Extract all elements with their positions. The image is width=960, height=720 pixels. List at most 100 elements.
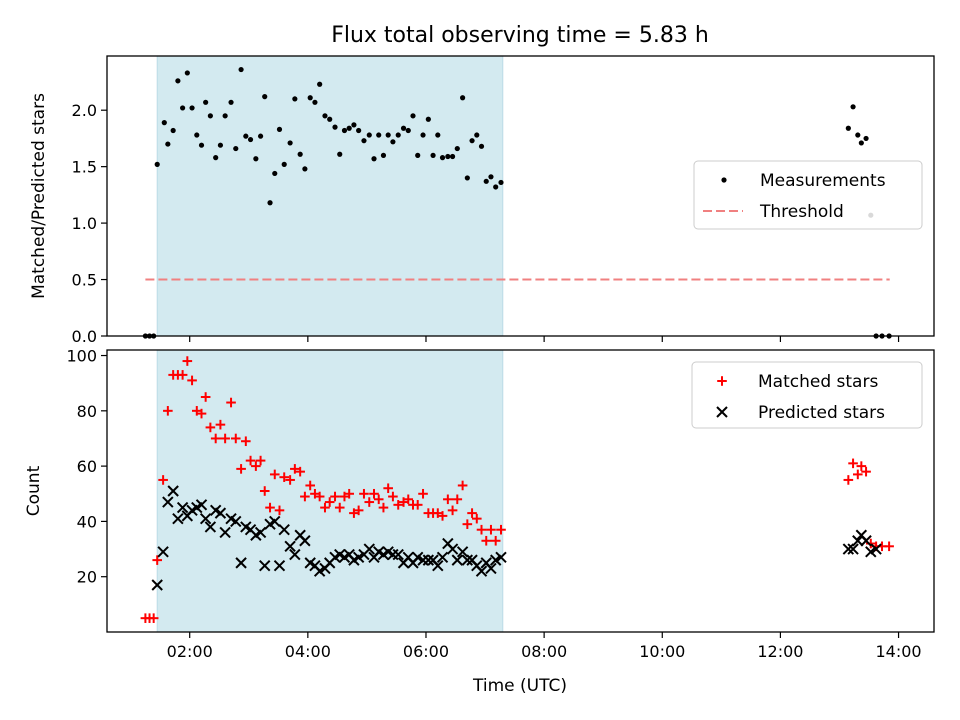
data-point: [476, 524, 487, 535]
x-stroke-b: [343, 548, 355, 561]
data-point: [449, 153, 456, 160]
x-stroke-b: [480, 557, 492, 569]
x-stroke-b: [254, 526, 267, 539]
data-point: [493, 184, 499, 190]
y-tick-label: 1.5: [72, 158, 97, 177]
data-point: [332, 124, 338, 130]
x-stroke-b: [852, 535, 864, 547]
data-point: [203, 99, 209, 105]
data-point: [151, 579, 163, 591]
data-point: [393, 500, 404, 510]
x-stroke-b: [309, 559, 321, 572]
data-point: [400, 125, 407, 131]
data-point: [187, 375, 197, 386]
x-stroke-b: [151, 579, 163, 591]
data-point: [278, 523, 290, 536]
x-stroke-b: [860, 535, 872, 547]
data-point: [204, 521, 217, 533]
data-point: [300, 491, 310, 502]
data-point: [359, 488, 369, 499]
data-point: [884, 541, 894, 552]
data-point: [324, 497, 335, 507]
x-stroke-b: [870, 543, 882, 555]
data-point: [860, 535, 872, 547]
data-point: [302, 166, 308, 172]
data-point: [281, 161, 287, 167]
data-point: [222, 113, 228, 119]
x-stroke-b: [304, 557, 316, 569]
data-point: [170, 127, 176, 134]
data-point: [364, 497, 375, 507]
legend-label: Matched stars: [758, 372, 878, 392]
data-point: [238, 66, 244, 73]
observing-window-span: [156, 349, 504, 633]
x-stroke-b: [471, 559, 483, 572]
x-stroke-b: [235, 557, 247, 569]
chart-title: Flux total observing time = 5.83 h: [331, 23, 709, 48]
x-stroke-b: [289, 548, 301, 561]
y-tick-label: 60: [77, 457, 97, 476]
x-tick-label: 04:00: [285, 642, 331, 661]
data-point: [344, 488, 354, 499]
data-point: [245, 455, 256, 466]
data-point: [198, 142, 205, 148]
x-stroke-b: [495, 551, 507, 564]
data-point: [176, 501, 189, 514]
data-point: [341, 127, 348, 134]
data-point: [307, 95, 313, 101]
x-stroke-b: [230, 515, 242, 528]
bottom-panel-counts: 20 40 60 80 100 02:00 04:00 06:00 08:00 10:00 12:0…: [24, 347, 935, 661]
x-stroke-b: [865, 546, 877, 558]
data-point: [274, 505, 285, 516]
data-point: [471, 513, 482, 524]
series-matched-stars: [140, 356, 894, 623]
data-point: [317, 81, 323, 87]
data-point: [205, 422, 216, 433]
data-point: [228, 99, 234, 105]
data-point: [265, 502, 275, 513]
x-stroke-b: [716, 406, 728, 418]
data-point: [285, 475, 295, 485]
data-point: [273, 559, 286, 572]
x-tick-label: 06:00: [403, 642, 449, 661]
data-point: [157, 546, 169, 558]
data-point: [432, 559, 444, 572]
data-point: [430, 152, 436, 158]
data-point: [154, 161, 160, 167]
x-stroke-b: [442, 537, 454, 550]
x-stroke-b: [294, 529, 306, 541]
data-point: [475, 565, 488, 577]
data-point: [175, 78, 181, 84]
axes-frame: [106, 55, 935, 337]
y-tick-label: 100: [66, 347, 97, 366]
x-stroke-b: [451, 554, 464, 566]
data-point: [405, 127, 411, 134]
x-stroke-b: [402, 551, 414, 564]
data-point: [855, 132, 861, 138]
data-point: [199, 512, 212, 525]
legend-marker: [716, 406, 728, 418]
data-point: [235, 557, 247, 569]
x-stroke-b: [334, 548, 346, 561]
legend-marker: [721, 177, 727, 183]
x-stroke-b: [199, 512, 212, 525]
data-point: [253, 156, 259, 162]
data-point: [373, 494, 384, 505]
x-stroke-b: [162, 496, 174, 508]
data-point: [214, 507, 227, 519]
x-stroke-b: [842, 543, 855, 555]
data-point: [852, 535, 864, 547]
data-point: [856, 461, 867, 471]
legend-frame: [693, 160, 923, 230]
data-point: [217, 142, 224, 148]
axes-frame: [106, 349, 935, 633]
x-stroke-b: [273, 559, 286, 572]
x-stroke-b: [172, 512, 184, 525]
data-point: [383, 483, 393, 494]
data-point: [388, 491, 398, 502]
data-point: [420, 132, 426, 138]
data-point: [255, 455, 266, 466]
x-stroke-b: [352, 551, 365, 564]
data-point: [425, 116, 431, 122]
data-point: [194, 132, 200, 138]
